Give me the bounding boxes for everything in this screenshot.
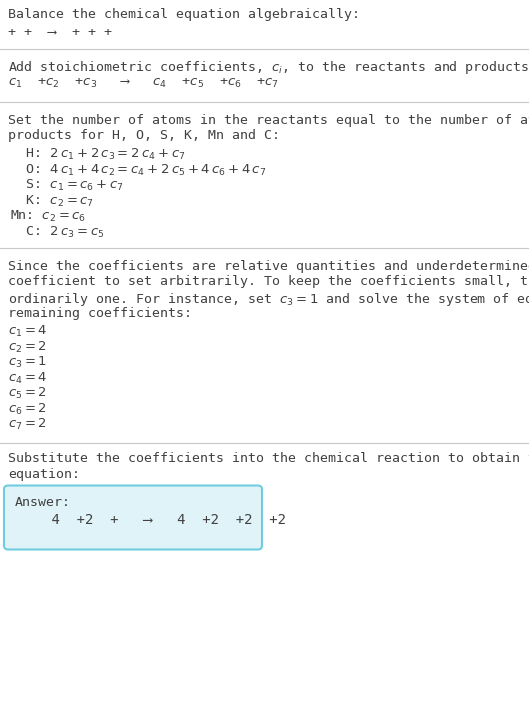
Text: $c_3=1$: $c_3=1$ (8, 355, 47, 370)
Text: remaining coefficients:: remaining coefficients: (8, 307, 192, 320)
Text: K: $c_2=c_7$: K: $c_2=c_7$ (10, 194, 94, 209)
Text: ordinarily one. For instance, set $c_3=1$ and solve the system of equations for : ordinarily one. For instance, set $c_3=1… (8, 291, 529, 308)
Text: $c_7=2$: $c_7=2$ (8, 417, 47, 432)
Text: S: $c_1=c_6+c_7$: S: $c_1=c_6+c_7$ (10, 178, 124, 193)
Text: Substitute the coefficients into the chemical reaction to obtain the balanced: Substitute the coefficients into the che… (8, 453, 529, 466)
Text: H: $2\,c_1+2\,c_3=2\,c_4+c_7$: H: $2\,c_1+2\,c_3=2\,c_4+c_7$ (10, 147, 186, 162)
Text: $c_6=2$: $c_6=2$ (8, 401, 47, 416)
Text: $c_4=4$: $c_4=4$ (8, 370, 48, 385)
Text: $c_1$  +$c_2$  +$c_3$   ⟶   $c_4$  +$c_5$  +$c_6$  +$c_7$: $c_1$ +$c_2$ +$c_3$ ⟶ $c_4$ +$c_5$ +$c_6… (8, 77, 279, 90)
Text: C: $2\,c_3=c_5$: C: $2\,c_3=c_5$ (10, 225, 105, 239)
FancyBboxPatch shape (4, 486, 262, 549)
Text: Answer:: Answer: (15, 495, 71, 508)
Text: O: $4\,c_1+4\,c_2=c_4+2\,c_5+4\,c_6+4\,c_7$: O: $4\,c_1+4\,c_2=c_4+2\,c_5+4\,c_6+4\,c… (10, 163, 266, 178)
Text: $c_2=2$: $c_2=2$ (8, 340, 47, 354)
Text: Mn: $c_2=c_6$: Mn: $c_2=c_6$ (10, 209, 86, 224)
Text: Set the number of atoms in the reactants equal to the number of atoms in the: Set the number of atoms in the reactants… (8, 114, 529, 127)
Text: coefficient to set arbitrarily. To keep the coefficients small, the arbitrary va: coefficient to set arbitrarily. To keep … (8, 275, 529, 288)
Text: Balance the chemical equation algebraically:: Balance the chemical equation algebraica… (8, 8, 360, 21)
Text: Since the coefficients are relative quantities and underdetermined, choose a: Since the coefficients are relative quan… (8, 260, 529, 273)
Text: $c_1=4$: $c_1=4$ (8, 324, 48, 339)
Text: 4  +2  +   ⟶   4  +2  +2  +2: 4 +2 + ⟶ 4 +2 +2 +2 (18, 513, 286, 526)
Text: + +  ⟶  + + +: + + ⟶ + + + (8, 25, 112, 38)
Text: products for H, O, S, K, Mn and C:: products for H, O, S, K, Mn and C: (8, 129, 280, 142)
Text: $c_5=2$: $c_5=2$ (8, 386, 47, 401)
Text: Add stoichiometric coefficients, $c_i$, to the reactants and products:: Add stoichiometric coefficients, $c_i$, … (8, 59, 529, 76)
Text: equation:: equation: (8, 468, 80, 481)
